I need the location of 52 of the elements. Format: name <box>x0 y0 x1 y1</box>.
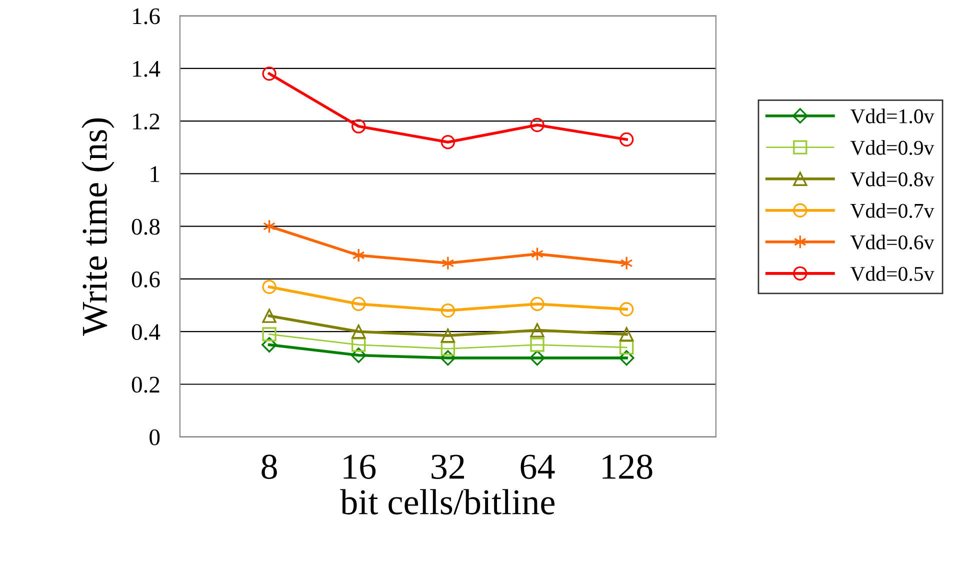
point <box>619 327 634 342</box>
y-axis-title: Write time (ns) <box>82 118 114 336</box>
point <box>352 248 365 262</box>
legend-label: Vdd=0.5v <box>850 266 934 282</box>
legend-label: Vdd=0.6v <box>850 234 934 250</box>
y-tick-label: 1 <box>150 166 160 182</box>
point <box>440 350 456 366</box>
point <box>352 296 366 312</box>
point <box>619 302 634 316</box>
y-tick-label: 1.6 <box>133 8 160 24</box>
point <box>440 303 456 318</box>
x-tick-label: 64 <box>520 454 555 479</box>
point <box>352 119 366 134</box>
point <box>530 296 544 312</box>
point <box>350 348 366 364</box>
x-axis-title: bit cells/bitline <box>340 489 554 514</box>
y-tick-label: 0.4 <box>132 324 160 340</box>
point <box>620 256 633 270</box>
point <box>530 323 544 338</box>
point <box>618 350 634 366</box>
point <box>263 219 276 234</box>
point <box>619 132 634 147</box>
point <box>531 246 544 262</box>
y-tick-label: 0.6 <box>132 271 160 288</box>
point <box>262 66 276 81</box>
y-tick-label: 1.2 <box>133 114 160 130</box>
point <box>530 350 545 366</box>
point <box>440 342 456 356</box>
y-tick-label: 1.4 <box>133 61 160 77</box>
point <box>530 338 544 352</box>
point <box>262 337 277 352</box>
legend-label: Vdd=0.9v <box>850 140 934 155</box>
legend-label: Vdd=1.0v <box>850 108 934 124</box>
point <box>442 256 454 270</box>
y-tick-label: 0 <box>150 429 160 446</box>
point <box>262 308 276 323</box>
x-tick-label: 8 <box>262 454 277 479</box>
point <box>262 327 276 342</box>
x-tick-label: 16 <box>344 454 376 479</box>
x-tick-label: 32 <box>432 454 464 479</box>
legend-label: Vdd=0.7v <box>850 203 934 218</box>
y-tick-label: 0.2 <box>132 376 160 393</box>
point <box>262 280 276 294</box>
x-tick-label: 128 <box>602 454 652 479</box>
y-tick-label: 0.8 <box>132 218 160 235</box>
legend-label: Vdd=0.8v <box>850 172 934 186</box>
point <box>619 340 634 354</box>
point <box>440 328 456 343</box>
point <box>530 118 544 132</box>
point <box>440 135 456 150</box>
point <box>352 324 366 339</box>
point <box>352 338 366 352</box>
